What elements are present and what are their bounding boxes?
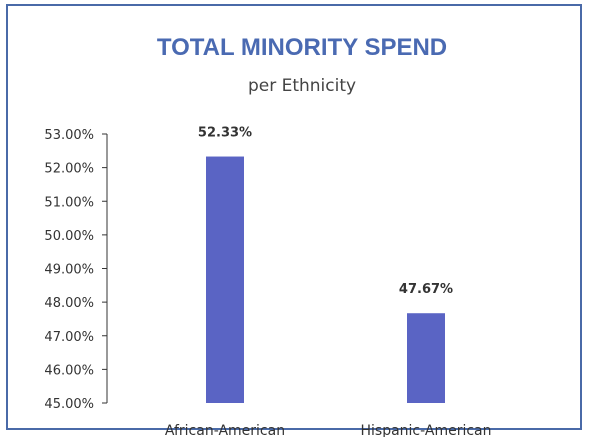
chart-title: TOTAL MINORITY SPEND bbox=[157, 34, 447, 61]
bar-1 bbox=[206, 156, 244, 403]
category-labels: African-American Hispanic-American bbox=[165, 423, 492, 437]
y-tick-label: 50.00% bbox=[44, 229, 94, 244]
bar-2 bbox=[407, 313, 445, 403]
bars bbox=[206, 156, 445, 403]
chart-subtitle: per Ethnicity bbox=[248, 76, 356, 96]
chart-frame bbox=[6, 4, 582, 430]
data-label-2: 47.67% bbox=[399, 282, 453, 297]
y-tick-label: 51.00% bbox=[44, 195, 94, 210]
category-label-1: African-American bbox=[165, 423, 285, 437]
y-tick-label: 52.00% bbox=[44, 162, 94, 177]
y-tick-label: 47.00% bbox=[44, 330, 94, 345]
data-label-1: 52.33% bbox=[198, 126, 252, 141]
y-tick-label: 46.00% bbox=[44, 363, 94, 378]
y-tick-label: 49.00% bbox=[44, 263, 94, 278]
category-label-2: Hispanic-American bbox=[360, 423, 491, 437]
y-tick-label: 48.00% bbox=[44, 296, 94, 311]
y-tick-label: 53.00% bbox=[44, 128, 94, 143]
y-tick-label: 45.00% bbox=[44, 397, 94, 412]
y-axis-ticks: 53.00% 52.00% 51.00% 50.00% 49.00% 48.00% 47.0… bbox=[44, 128, 107, 412]
data-labels: 52.33% 47.67% bbox=[198, 126, 453, 298]
